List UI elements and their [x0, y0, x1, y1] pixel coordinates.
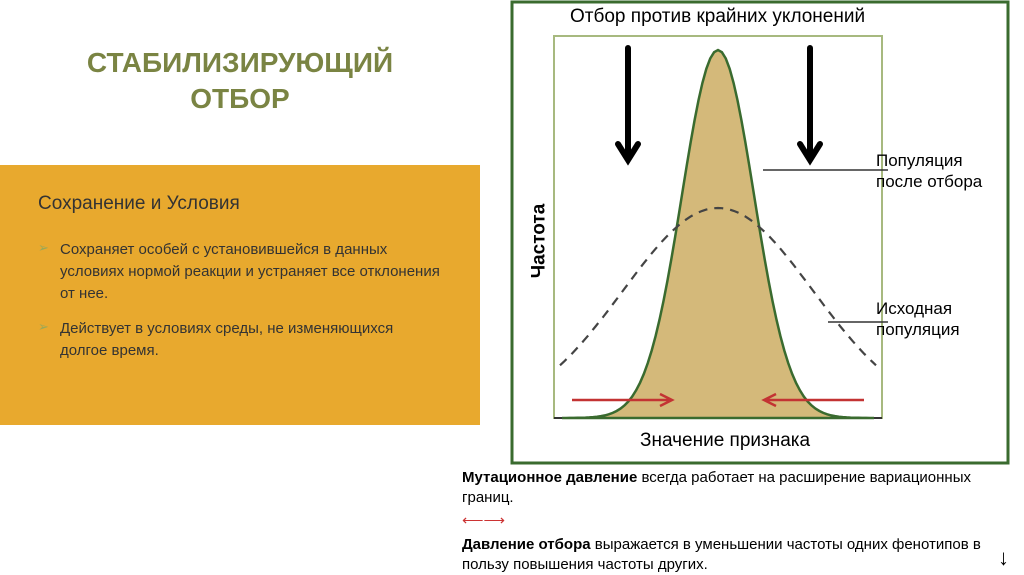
mutation-label: Мутационное давление [462, 469, 637, 486]
footer-mutation: Мутационное давление всегда работает на … [462, 468, 1017, 509]
footer-selection: ↓ Давление отбора выражается в уменьшени… [462, 535, 1017, 575]
content-box: Сохранение и Условия Сохраняет особей с … [0, 165, 480, 425]
red-arrow-icon: ⟵⟶ [462, 511, 505, 531]
left-panel: СТАБИЛИЗИРУЮЩИЙ ОТБОР Сохранение и Услов… [0, 0, 480, 574]
y-axis-label: Частота [528, 204, 550, 279]
subtitle: Сохранение и Условия [38, 193, 442, 215]
label-population-after: Популяция после отбора [876, 150, 996, 193]
bullet-list: Сохраняет особей с установившейся в данн… [38, 239, 442, 362]
selection-label: Давление отбора [462, 536, 591, 553]
label-initial-population: Исходная популяция [876, 298, 996, 341]
diagram-top-label: Отбор против крайних уклонений [570, 6, 865, 28]
footer-text: Мутационное давление всегда работает на … [462, 468, 1017, 575]
footer-arrow-row: ⟵⟶ [462, 511, 1017, 531]
slide-title: СТАБИЛИЗИРУЮЩИЙ ОТБОР [50, 45, 430, 118]
bell-curve-diagram [510, 0, 1010, 465]
chart-area: Отбор против крайних уклонений Частота П… [510, 0, 1010, 465]
x-axis-label: Значение признака [640, 430, 810, 452]
bullet-item: Действует в условиях среды, не изменяющи… [38, 318, 442, 362]
bullet-item: Сохраняет особей с установившейся в данн… [38, 239, 442, 304]
down-arrow-icon: ↓ [998, 543, 1009, 573]
